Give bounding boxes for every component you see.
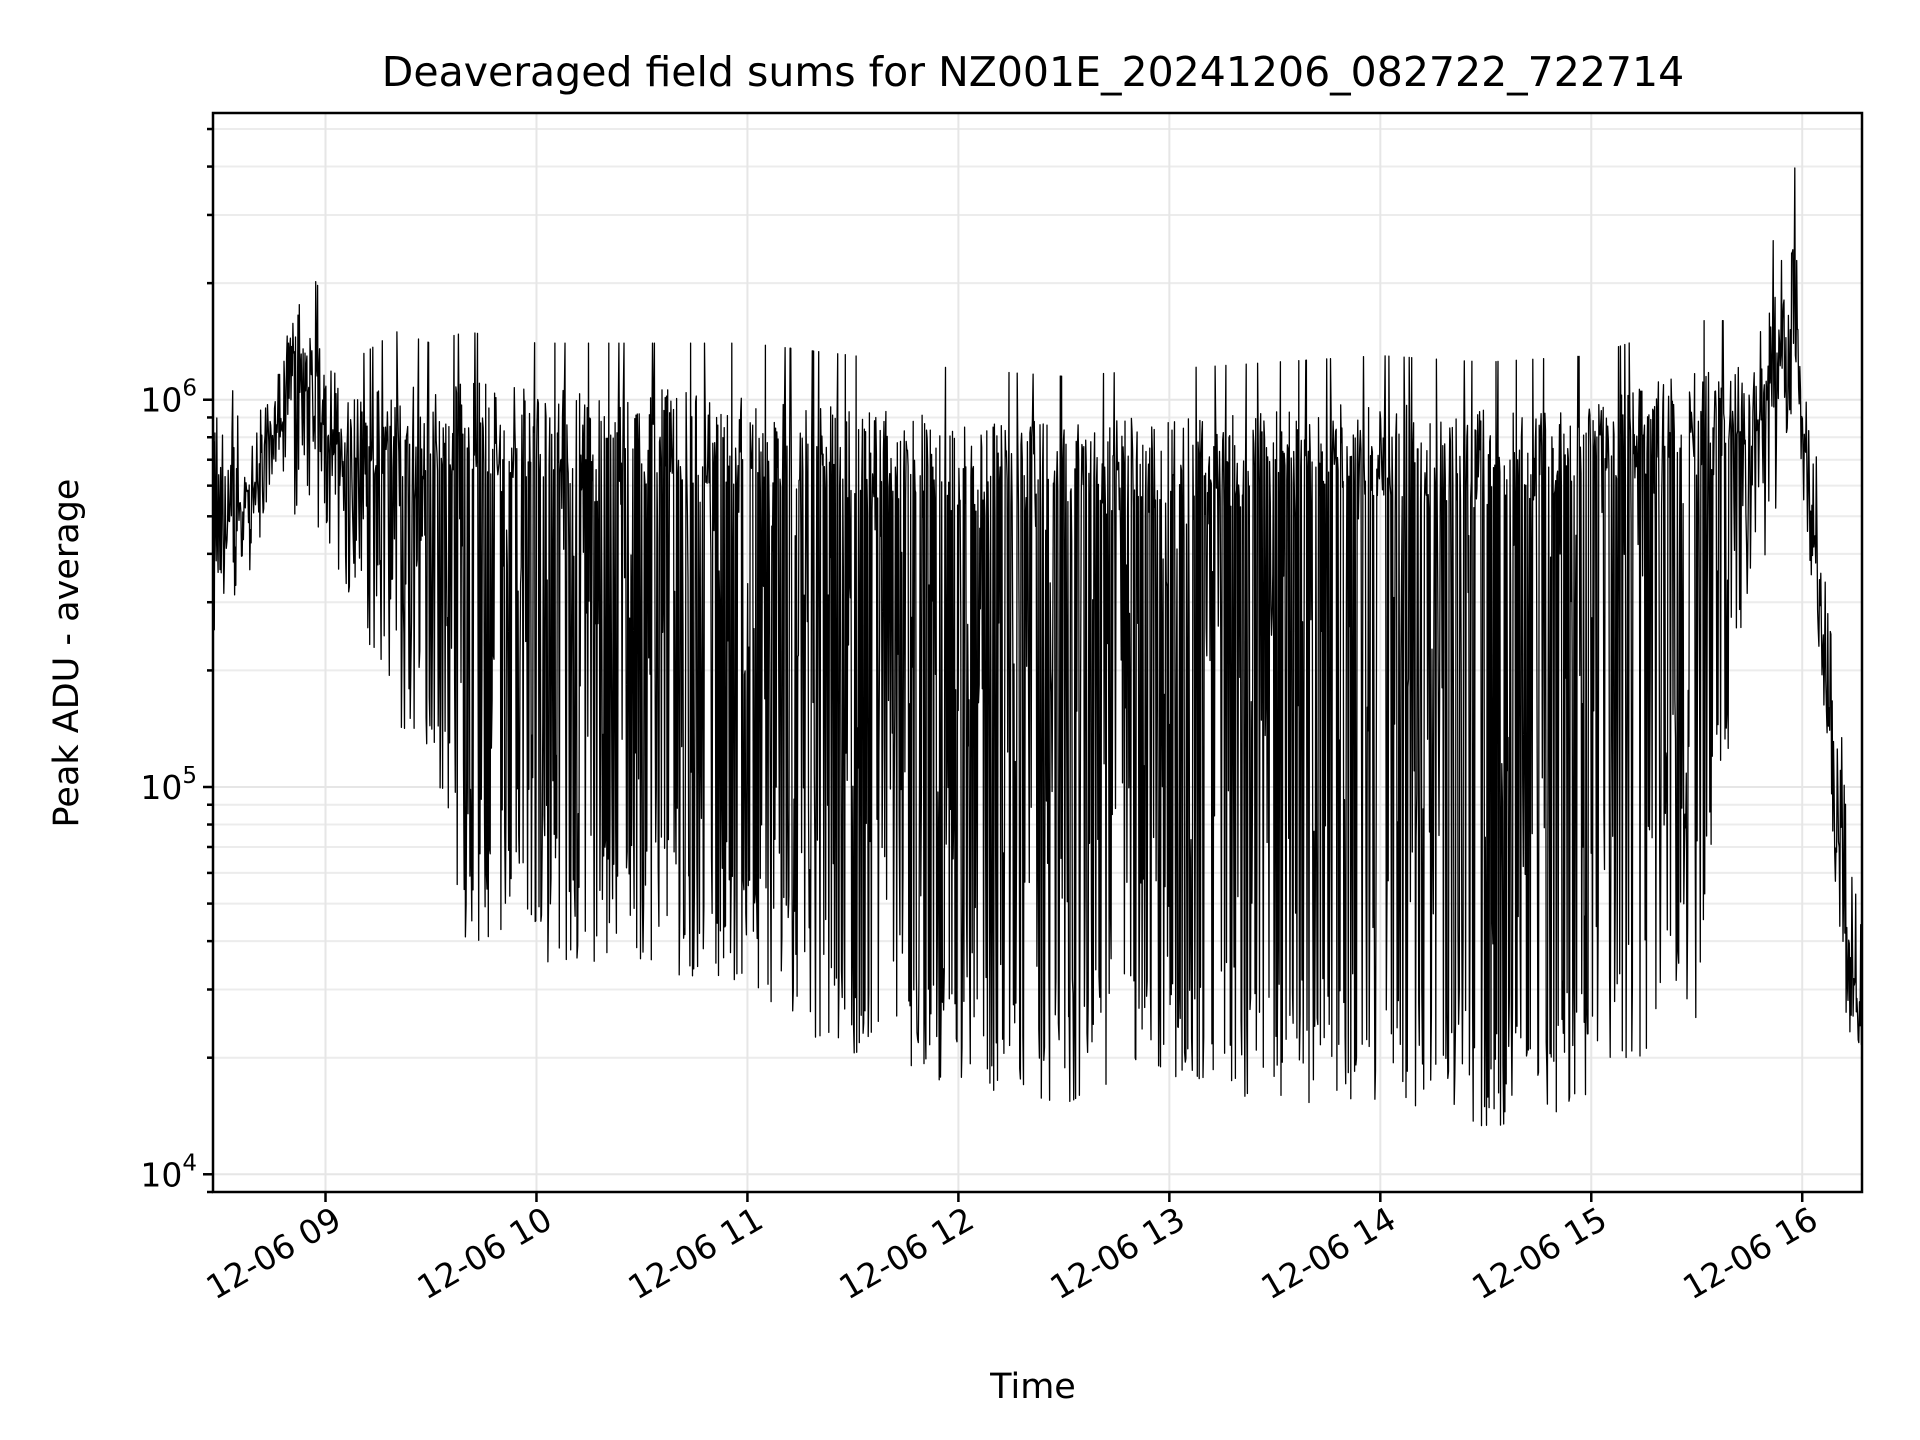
y-tick-base: 10 xyxy=(140,381,182,420)
y-tick-exponent: 6 xyxy=(182,376,197,402)
y-axis-label: Peak ADU - average xyxy=(47,479,87,828)
x-tick-label: 12-06 12 xyxy=(832,1199,980,1307)
series-path xyxy=(212,167,1863,1127)
y-tick-base: 10 xyxy=(140,1155,182,1194)
x-tick-label: 12-06 15 xyxy=(1465,1199,1613,1307)
x-tick-label: 12-06 13 xyxy=(1043,1199,1191,1307)
y-tick-base: 10 xyxy=(140,768,182,807)
y-tick-label: 105 xyxy=(140,763,197,807)
x-tick-label: 12-06 09 xyxy=(200,1199,348,1307)
y-tick-label: 104 xyxy=(140,1150,197,1194)
x-tick-label: 12-06 14 xyxy=(1254,1199,1402,1307)
x-tick-label: 12-06 10 xyxy=(410,1199,558,1307)
x-axis: 12-06 09 12-06 10 12-06 11 12-06 12 12-06 13… xyxy=(200,1192,1824,1307)
y-tick-exponent: 4 xyxy=(182,1150,197,1176)
x-axis-label: Time xyxy=(989,1367,1076,1407)
series-line xyxy=(212,167,1863,1127)
x-tick-label: 12-06 16 xyxy=(1676,1199,1824,1307)
x-tick-label: 12-06 11 xyxy=(621,1199,769,1307)
chart-title: Deaveraged field sums for NZ001E_2024120… xyxy=(382,48,1684,96)
plot-frame xyxy=(211,111,1864,1194)
y-tick-label: 106 xyxy=(140,376,197,420)
y-tick-exponent: 5 xyxy=(182,763,197,789)
